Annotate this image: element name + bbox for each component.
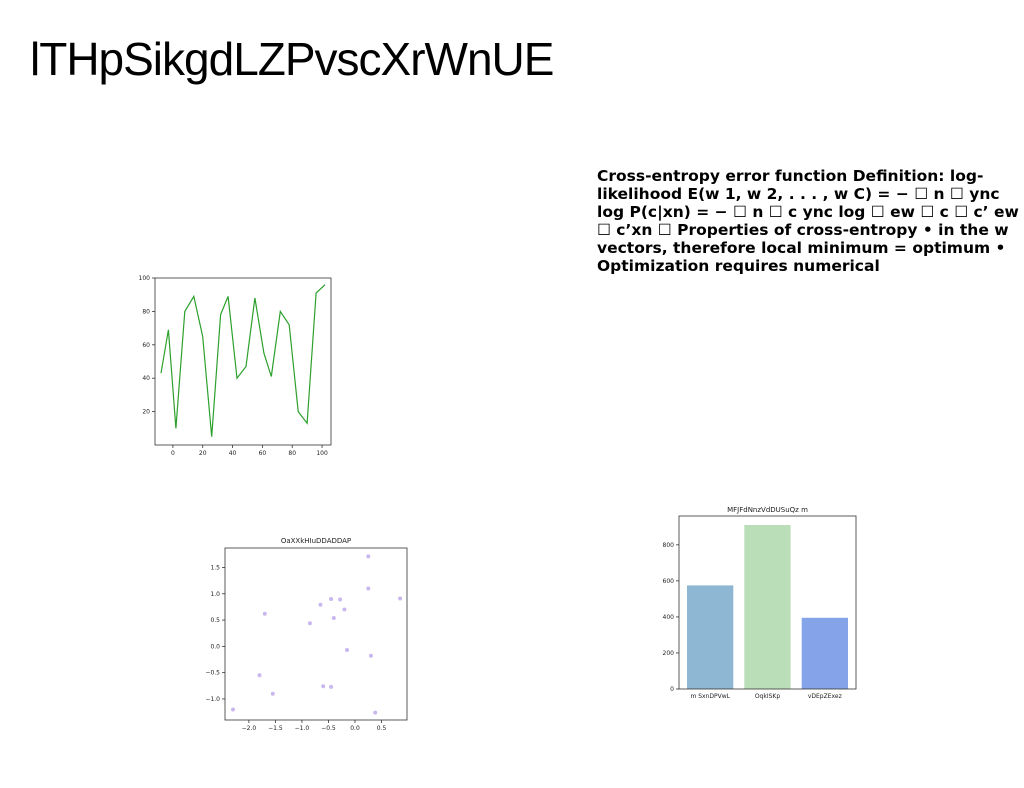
scatter-chart-y-tick-label: 1.0 [210,591,220,598]
line-chart-x-tick-label: 0 [171,450,175,457]
slide-title: lTHpSikgdLZPvscXrWnUE [30,33,554,85]
bar [801,617,848,689]
scatter-point [231,707,235,712]
bar-category-label: vDEpZExez [808,693,842,700]
slide-body-text: Cross-entropy error function Definition:… [597,167,1019,275]
bar [744,525,791,689]
scatter-chart-title: OaXXkHIuDDADDAP [281,537,351,545]
bar-chart-y-tick-label: 0 [670,686,674,693]
line-chart-x-tick-label: 40 [229,450,237,457]
scatter-chart-plot-frame [224,547,408,721]
bar-chart-y-tick-label: 800 [663,542,675,549]
scatter-point [307,621,312,626]
scatter-chart-y-tick-label: 1.5 [210,564,220,571]
line-chart-y-tick-label: 60 [142,342,150,349]
scatter-point [318,602,323,607]
line-chart-y-tick-label: 20 [142,409,150,416]
line-chart-svg: 20 40 60 80 100 0 20 40 60 80 100 [139,275,332,457]
scatter-point [342,607,347,612]
scatter-point [329,597,334,601]
scatter-point [398,596,403,601]
line-chart-x-tick-label: 80 [288,450,296,457]
scatter-chart-x-tick-label: −1.0 [295,725,310,732]
scatter-point [338,597,343,602]
line-chart-y-tick-label: 40 [142,375,150,382]
scatter-chart-y-tick-label: −1.0 [205,696,220,703]
scatter-chart-y-tick-label: 0.5 [210,617,220,624]
line-chart-y-tick-label: 100 [139,275,151,282]
scatter-chart-y-tick-label: 0.0 [210,643,220,650]
scatter-point [366,554,371,559]
bar-chart-y-tick-label: 200 [663,650,675,657]
bar-chart-title: MFJFdNnzVdDUSuQz m [727,506,808,514]
line-chart-plot-frame [154,277,332,446]
line-chart-x-tick-label: 60 [259,450,267,457]
scatter-chart-y-tick-label: −0.5 [205,670,220,677]
scatter-point [321,684,326,689]
bar-category-label: OqkISKp [755,693,781,700]
scatter-chart-x-tick-label: −0.5 [321,725,336,732]
scatter-point [257,673,262,678]
scatter-point [366,586,371,591]
scatter-point [368,653,373,658]
scatter-point [373,710,378,715]
scatter-point [329,684,334,689]
line-series [160,284,326,437]
scatter-chart-svg: OaXXkHIuDDADDAP −1.0 −0.5 0.0 0.5 1.0 1.5 −2.0 −… [205,537,408,732]
scatter-point [331,616,336,620]
bar [687,585,734,689]
scatter-point [270,691,275,696]
line-chart-y-tick-label: 80 [142,308,150,315]
scatter-point [262,611,267,616]
scatter-chart-x-tick-label: −2.0 [242,725,257,732]
bar-chart-svg: MFJFdNnzVdDUSuQz m m SxnDPVwL OqkISKp vDEpZ… [663,506,857,700]
scatter-chart-x-tick-label: −1.5 [268,725,283,732]
scatter-chart-x-tick-label: 0.5 [377,725,387,732]
line-chart: 20 40 60 80 100 0 20 40 60 80 100 [128,270,343,462]
bar-chart-plot-frame [678,515,857,690]
scatter-chart-x-tick-label: 0.0 [350,725,360,732]
line-chart-x-tick-label: 100 [316,450,328,457]
bar-chart: MFJFdNnzVdDUSuQz m m SxnDPVwL OqkISKp vDEpZ… [650,502,865,707]
line-chart-x-tick-label: 20 [199,450,207,457]
scatter-point [345,648,349,652]
bar-chart-y-tick-label: 600 [663,578,675,585]
bar-chart-y-tick-label: 400 [663,614,675,621]
scatter-chart: OaXXkHIuDDADDAP −1.0 −0.5 0.0 0.5 1.0 1.5 −2.0 −… [195,532,420,737]
bar-category-label: m SxnDPVwL [690,693,730,700]
